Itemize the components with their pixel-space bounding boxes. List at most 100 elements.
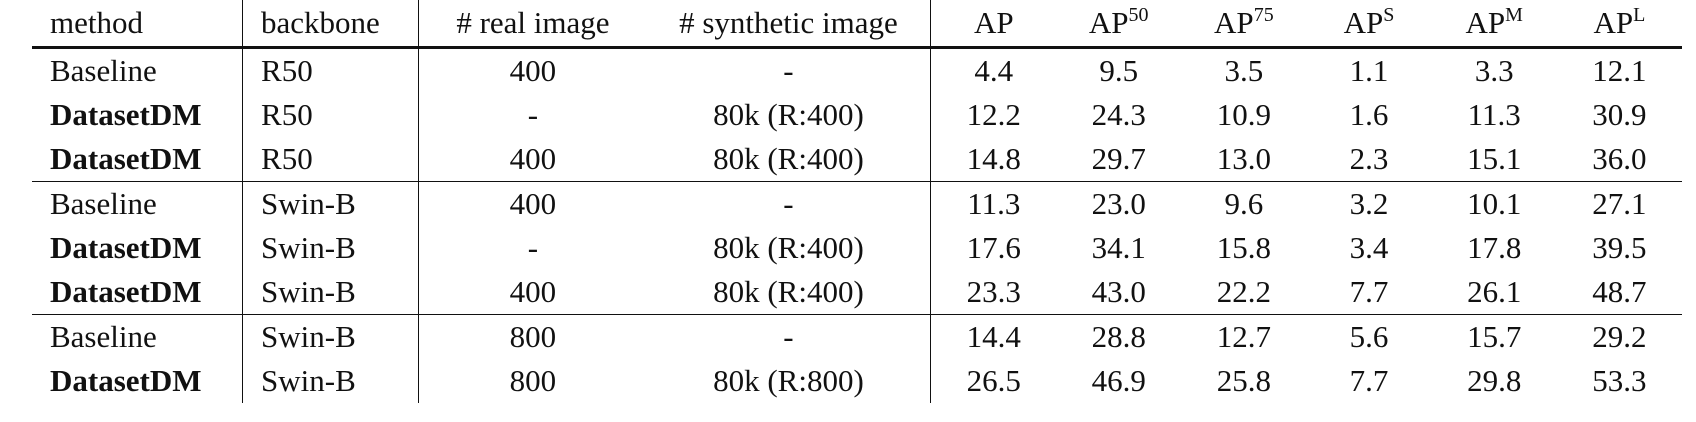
- cell-apm: 17.8: [1467, 230, 1522, 265]
- table-row: Baseline R50 400 - 4.4 9.5 3.5 1.1 3.3 12.1: [32, 47, 1682, 93]
- cell-real-image: 400: [509, 274, 557, 309]
- cell-aps: 1.6: [1349, 97, 1389, 132]
- cell-synthetic-image: 80k (R:800): [646, 359, 932, 403]
- cell-synthetic-image: 80k (R:400): [646, 137, 932, 182]
- header-aps-base: AP: [1343, 5, 1384, 40]
- cell-method: DatasetDM: [32, 226, 244, 270]
- cell-apm: 26.1: [1467, 274, 1522, 309]
- cell-real-image: 800: [418, 314, 647, 359]
- cell-backbone: R50: [242, 93, 420, 137]
- cell-ap50: 43.0: [1091, 274, 1146, 309]
- cell-ap75: 12.7: [1181, 314, 1307, 359]
- cell-apl: 36.0: [1592, 141, 1647, 176]
- header-aps: APS: [1306, 0, 1431, 48]
- header-ap-label: AP: [973, 5, 1014, 40]
- cell-real-image: -: [527, 97, 539, 132]
- cell-real-image: 400: [509, 141, 557, 176]
- cell-ap: 26.5: [966, 363, 1021, 398]
- cell-ap75: 13.0: [1216, 141, 1271, 176]
- table-row: DatasetDM Swin-B 400 80k (R:400) 23.3 43.0 22.…: [32, 270, 1682, 315]
- header-apm: APM: [1432, 0, 1557, 48]
- header-method: method: [32, 0, 244, 48]
- table-row: Baseline Swin-B 800-14.4 28.8 12.7 5.6 15.7 29.…: [32, 314, 1682, 359]
- cell-ap: 4.4: [974, 53, 1014, 88]
- cell-ap50: 9.5: [1099, 53, 1139, 88]
- header-apl-sup: L: [1633, 4, 1646, 26]
- cell-ap: 23.3: [966, 274, 1021, 309]
- cell-aps: 1.1: [1349, 53, 1389, 88]
- cell-aps: 7.7: [1349, 363, 1389, 398]
- cell-apm: 15.7: [1431, 314, 1557, 359]
- cell-aps: 7.7: [1349, 274, 1389, 309]
- cell-apm: 11.3: [1467, 97, 1521, 132]
- cell-real-image: -: [527, 230, 539, 265]
- table-row: Baseline Swin-B 400-11.3 23.0 9.6 3.2 10.1 27.1: [32, 181, 1682, 226]
- header-ap75: AP75: [1181, 0, 1306, 48]
- cell-ap75: 3.5: [1224, 53, 1264, 88]
- header-apm-sup: M: [1505, 4, 1523, 26]
- cell-ap75: 10.9: [1216, 97, 1271, 132]
- header-ap75-sup: 75: [1253, 4, 1274, 26]
- header-backbone: backbone: [242, 0, 420, 48]
- cell-method: DatasetDM: [32, 137, 244, 182]
- cell-method: Baseline: [32, 47, 244, 93]
- cell-ap75: 25.8: [1216, 363, 1271, 398]
- header-synthetic-image: # synthetic image: [646, 0, 932, 48]
- cell-method: Baseline: [32, 314, 244, 359]
- cell-ap: 17.6: [966, 230, 1021, 265]
- header-ap: AP: [931, 0, 1056, 48]
- cell-apl: 48.7: [1592, 274, 1647, 309]
- cell-ap50: 34.1: [1091, 230, 1146, 265]
- cell-backbone: Swin-B: [242, 359, 420, 403]
- cell-real-image: 400: [509, 53, 557, 88]
- cell-ap: 14.8: [966, 141, 1021, 176]
- cell-aps: 3.4: [1349, 230, 1389, 265]
- cell-backbone: Swin-B: [242, 181, 420, 226]
- cell-apl: 53.3: [1592, 363, 1647, 398]
- table-body: Baseline R50 400-4.4 9.5 3.5 1.1 3.3 12.1 Datase…: [32, 47, 1682, 403]
- cell-backbone: R50: [242, 47, 420, 93]
- table-row: DatasetDM Swin-B 800 80k (R:800) 26.5 46.9 25.…: [32, 359, 1682, 403]
- table-row: DatasetDM Swin-B - 80k (R:400) 17.6 34.1 15.8 3…: [32, 226, 1682, 270]
- cell-synthetic-image: -: [646, 314, 932, 359]
- cell-ap50: 23.0: [1056, 181, 1182, 226]
- cell-method: DatasetDM: [32, 270, 244, 315]
- results-table: method backbone # real image # synthetic…: [32, 0, 1682, 403]
- cell-synthetic-image: -: [646, 47, 932, 93]
- cell-synthetic-image: 80k (R:400): [646, 226, 932, 270]
- cell-backbone: Swin-B: [242, 226, 420, 270]
- header-ap50: AP50: [1056, 0, 1181, 48]
- header-aps-sup: S: [1383, 4, 1395, 26]
- header-apl-base: AP: [1593, 5, 1634, 40]
- header-row: method backbone # real image # synthetic…: [32, 0, 1682, 48]
- table-row: DatasetDM R50 400 80k (R:400) 14.8 29.7 13.0 2.…: [32, 137, 1682, 182]
- cell-real-image: 800: [509, 363, 557, 398]
- cell-synthetic-image: 80k (R:400): [646, 93, 932, 137]
- cell-ap: 11.3: [930, 181, 1057, 226]
- cell-ap: 14.4: [930, 314, 1057, 359]
- cell-aps: 5.6: [1306, 314, 1432, 359]
- cell-method: Baseline: [32, 181, 244, 226]
- cell-apl: 39.5: [1592, 230, 1647, 265]
- cell-ap75: 9.6: [1181, 181, 1307, 226]
- cell-apl: 29.2: [1556, 314, 1682, 359]
- cell-aps: 3.2: [1306, 181, 1432, 226]
- cell-ap50: 29.7: [1091, 141, 1146, 176]
- header-ap50-base: AP: [1088, 5, 1129, 40]
- header-ap75-base: AP: [1214, 5, 1254, 40]
- cell-apl: 30.9: [1592, 97, 1647, 132]
- cell-backbone: R50: [242, 137, 420, 182]
- cell-aps: 2.3: [1349, 141, 1389, 176]
- cell-synthetic-image: 80k (R:400): [646, 270, 932, 315]
- header-apm-base: AP: [1465, 5, 1506, 40]
- cell-ap50: 24.3: [1091, 97, 1146, 132]
- cell-apl: 12.1: [1592, 53, 1647, 88]
- cell-backbone: Swin-B: [242, 270, 420, 315]
- cell-ap75: 22.2: [1216, 274, 1271, 309]
- cell-method: DatasetDM: [32, 93, 244, 137]
- cell-method: DatasetDM: [32, 359, 244, 403]
- cell-real-image: 400: [418, 181, 647, 226]
- cell-apm: 15.1: [1467, 141, 1522, 176]
- cell-backbone: Swin-B: [242, 314, 420, 359]
- header-apl: APL: [1557, 0, 1682, 48]
